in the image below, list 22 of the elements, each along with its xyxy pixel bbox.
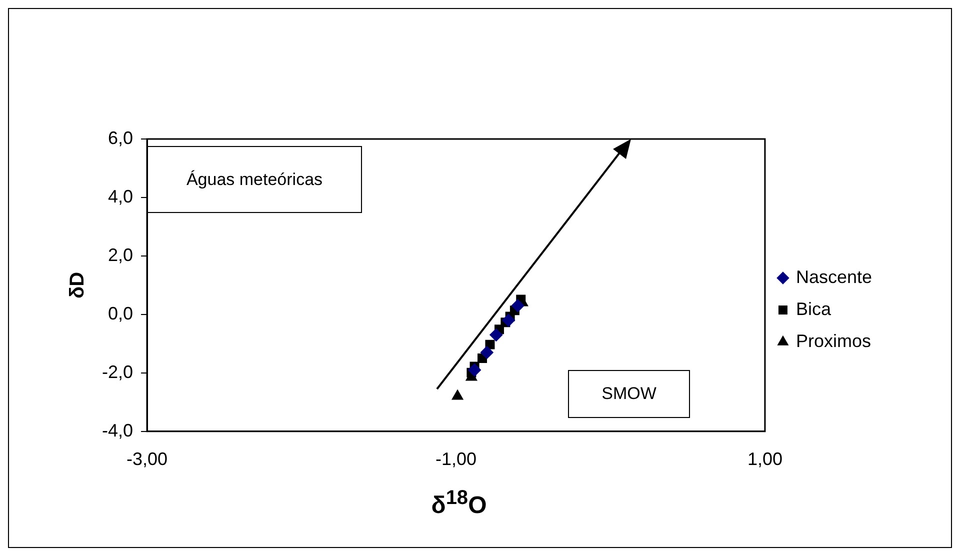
point [502,314,516,327]
x-tick-label: -3,00 [126,449,168,470]
point [480,346,494,359]
legend-label: Nascente [796,266,872,287]
note-box: Águas meteóricas [147,146,362,213]
y-tick-label: -2,0 [102,362,134,382]
x-tick-label: 1,00 [747,449,782,470]
point [490,328,503,342]
x-axis-title: δ$^{18}$O [430,487,488,520]
y-tick-label: 4,0 [108,186,134,206]
point [452,390,464,400]
point [468,363,482,376]
x-tick-label: -1,00 [435,449,476,470]
y-tick-label: 2,0 [108,244,134,265]
note-box: SMOW [568,370,690,418]
y-tick-label: 6,0 [108,128,134,148]
legend-label: Bica [796,298,832,319]
y-axis-title: δD [66,272,89,298]
point [511,299,524,312]
y-tick-label: 0,0 [108,303,134,324]
y-tick-label: -4,0 [102,420,134,440]
legend-label: Proximos [796,330,871,351]
